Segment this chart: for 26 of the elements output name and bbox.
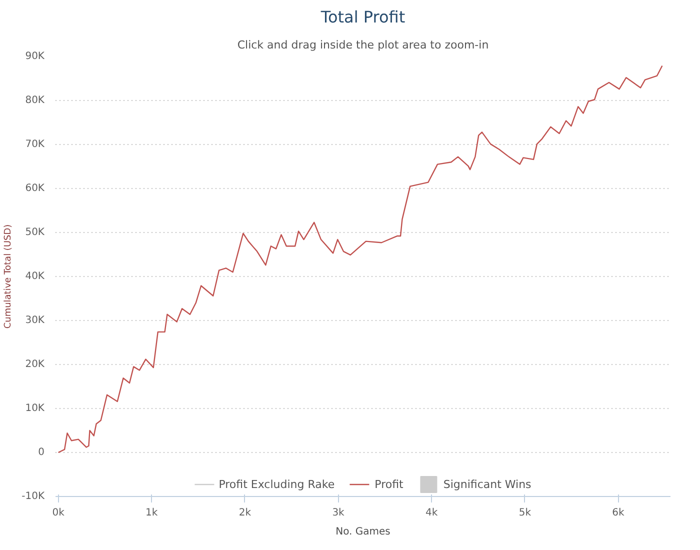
y-tick-label: 10K [25,403,45,414]
y-tick-label: 50K [25,227,45,238]
legend-label: Profit [374,478,404,490]
y-tick-label: 60K [25,183,45,194]
y-tick-label: 30K [25,315,45,326]
y-tick-label: -10K [22,491,45,502]
y-tick-label: 80K [25,95,45,106]
y-tick-label: 40K [25,271,45,282]
x-tick-label: 3k [332,508,345,518]
x-tick-label: 5k [518,508,532,518]
x-tick-label: 6k [612,508,625,518]
chart-subtitle: Click and drag inside the plot area to zoom-in [237,38,489,52]
y-tick-label: 90K [25,51,45,62]
x-tick-label: 2k [238,508,252,518]
x-tick-label: 4k [426,508,438,518]
y-tick-label: 0 [38,447,45,458]
y-axis-title: Cumulative Total (USD) [4,224,14,329]
x-tick-label: 1k [146,508,158,518]
y-tick-label: 20K [25,359,45,370]
chart-title: Total Profit [320,8,406,26]
line-series [58,65,663,454]
legend-label: Profit Excluding Rake [218,478,335,490]
y-tick-label: 70K [25,139,45,150]
x-axis-title: No. Games [336,526,390,538]
x-tick-label: 0k [52,508,65,518]
legend-label: Significant Wins [443,478,532,490]
